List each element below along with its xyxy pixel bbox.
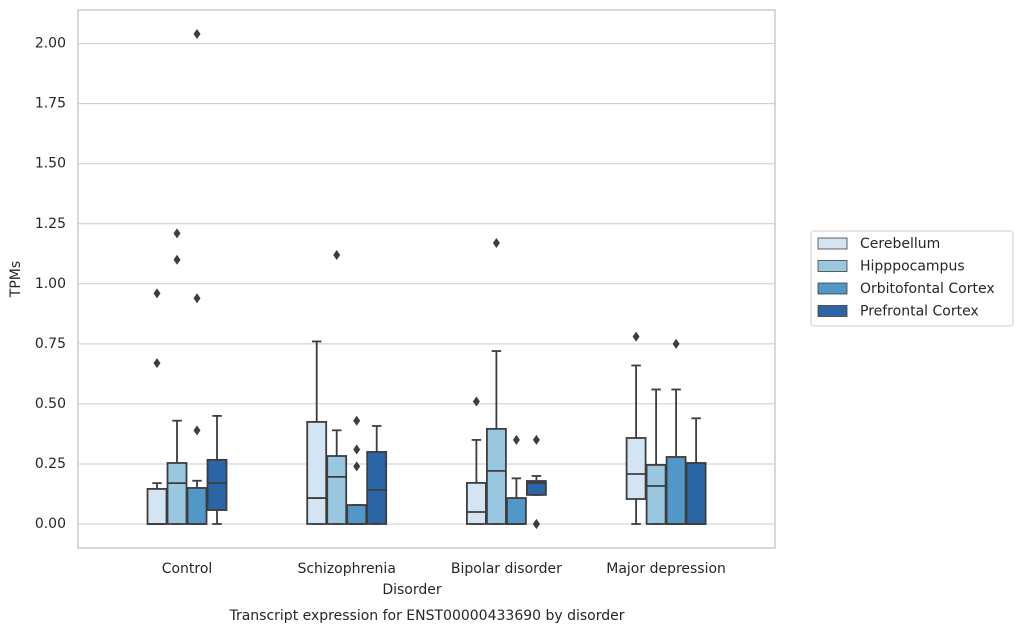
- outlier: [193, 425, 201, 436]
- y-tick-label: 1.50: [35, 156, 66, 172]
- box: [485, 427, 507, 525]
- chart-title: Transcript expression for ENST0000043369…: [228, 608, 624, 624]
- y-tick-label: 1.00: [35, 276, 66, 292]
- outlier: [193, 29, 201, 40]
- y-tick-label: 0.75: [35, 336, 66, 352]
- y-tick-label: 0.25: [35, 456, 66, 472]
- box: [146, 488, 168, 525]
- outlier: [353, 415, 361, 426]
- y-axis-label: TPMs: [8, 261, 24, 298]
- outlier: [173, 254, 181, 265]
- x-tick-label: Bipolar disorder: [451, 561, 562, 577]
- outlier: [173, 228, 181, 239]
- outlier: [353, 461, 361, 472]
- legend-label: Prefrontal Cortex: [860, 304, 979, 320]
- outlier: [492, 237, 500, 248]
- legend-swatch: [817, 305, 848, 317]
- outlier: [512, 434, 520, 445]
- outlier: [472, 396, 480, 407]
- box: [206, 458, 228, 511]
- legend-label: Hipppocampus: [860, 259, 965, 275]
- legend-swatch: [817, 282, 848, 295]
- outlier: [532, 518, 540, 529]
- y-tick-label: 1.25: [35, 216, 66, 232]
- outlier: [353, 444, 361, 455]
- legend-label: Orbitofontal Cortex: [860, 281, 995, 297]
- x-axis-label: Disorder: [382, 582, 442, 598]
- box: [366, 451, 388, 525]
- x-tick-label: Schizophrenia: [297, 561, 395, 577]
- outlier: [532, 434, 540, 445]
- outlier: [632, 331, 640, 342]
- outlier: [153, 288, 161, 299]
- box: [465, 482, 487, 525]
- box: [166, 462, 188, 525]
- legend-frame: [810, 230, 1014, 327]
- box: [526, 480, 547, 496]
- legend-swatch: [817, 260, 848, 272]
- box: [346, 504, 368, 525]
- box: [186, 487, 208, 525]
- outlier: [333, 249, 341, 260]
- y-tick-label: 2.00: [35, 36, 66, 52]
- box: [625, 437, 647, 500]
- y-tick-label: 0.00: [35, 516, 66, 532]
- outlier: [193, 293, 201, 304]
- outlier: [672, 338, 680, 349]
- legend-swatch: [817, 237, 848, 250]
- outlier: [153, 358, 161, 369]
- box: [306, 421, 328, 525]
- y-tick-label: 0.50: [35, 396, 66, 412]
- box: [505, 497, 527, 525]
- box: [665, 456, 687, 525]
- box: [685, 462, 707, 525]
- x-tick-label: Control: [162, 561, 213, 577]
- box: [645, 463, 667, 525]
- x-tick-label: Major depression: [606, 561, 726, 577]
- plot-frame: [77, 9, 776, 549]
- y-tick-label: 1.75: [35, 96, 66, 112]
- box: [326, 455, 348, 525]
- legend-label: Cerebellum: [860, 236, 940, 252]
